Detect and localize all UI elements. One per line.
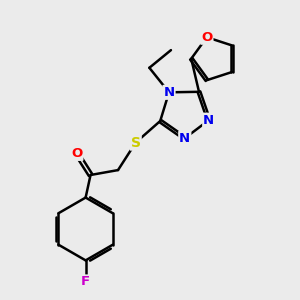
Text: O: O <box>201 31 212 44</box>
Text: F: F <box>81 275 90 289</box>
Text: S: S <box>131 136 141 150</box>
Text: N: N <box>203 114 214 127</box>
Text: O: O <box>71 147 82 160</box>
Text: N: N <box>179 132 190 145</box>
Text: N: N <box>164 86 175 99</box>
